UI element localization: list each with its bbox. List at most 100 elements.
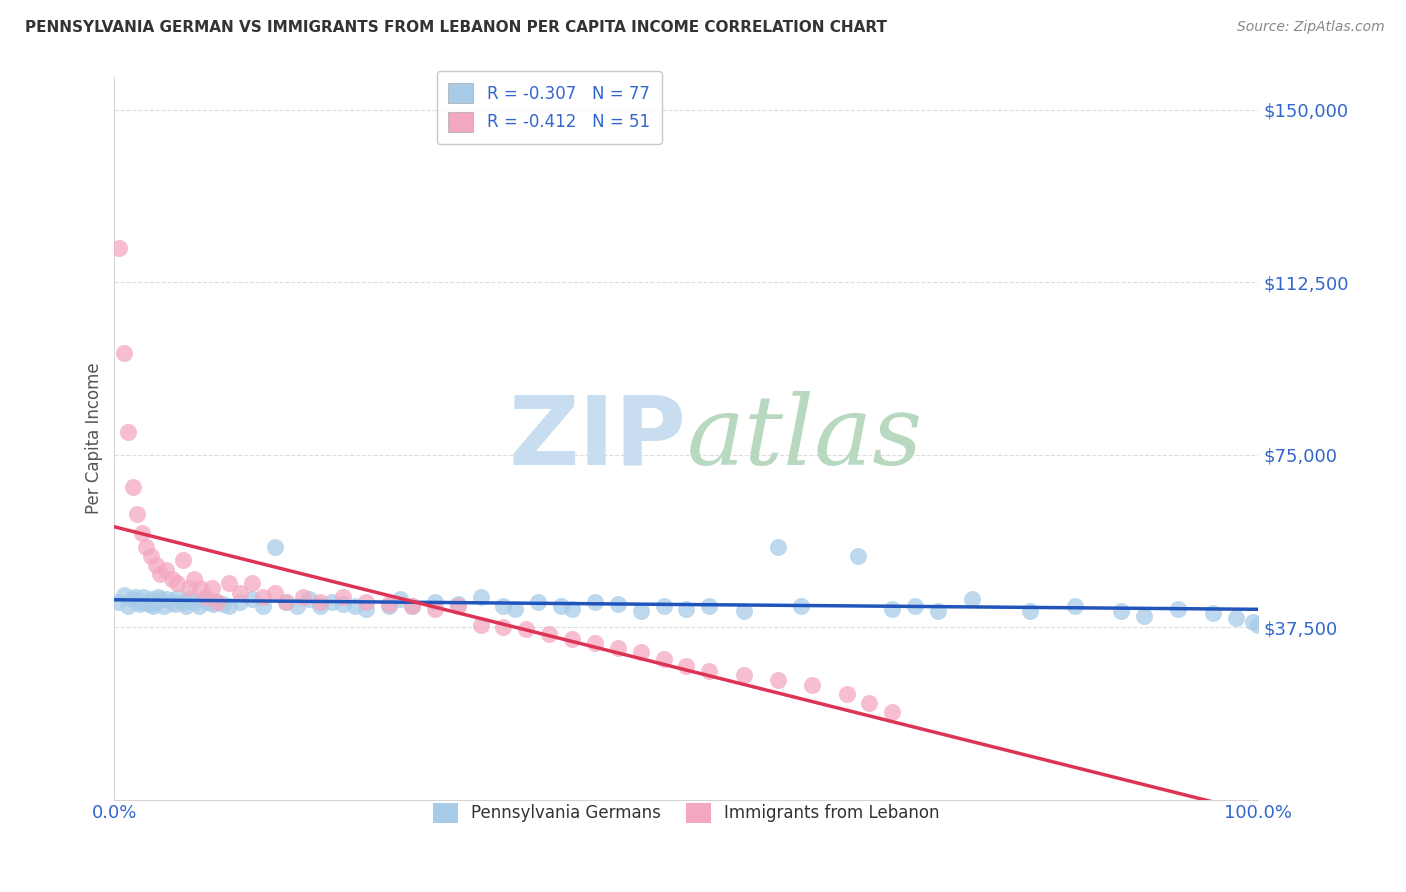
Point (1202, 607, 1225, 621)
Point (675, 659, 697, 673)
Point (292, 590, 315, 604)
Point (538, 627, 561, 641)
Point (423, 601, 446, 615)
Point (790, 599, 813, 614)
Point (207, 595, 229, 609)
Point (135, 540, 157, 554)
Point (107, 595, 129, 609)
Point (962, 592, 984, 607)
Point (263, 585, 285, 599)
Point (1018, 604, 1040, 618)
Point (132, 590, 155, 604)
Point (193, 592, 215, 607)
Point (846, 549, 869, 563)
Point (652, 599, 675, 614)
Point (229, 585, 252, 599)
Point (354, 595, 377, 609)
Point (218, 576, 240, 591)
Point (882, 601, 904, 615)
Point (145, 595, 167, 609)
Point (652, 652, 675, 666)
Point (188, 581, 211, 595)
Point (240, 592, 263, 607)
Point (446, 599, 468, 614)
Point (149, 567, 172, 582)
Point (606, 640, 628, 655)
Point (927, 604, 949, 618)
Point (321, 595, 343, 609)
Point (127, 595, 149, 609)
Point (127, 508, 149, 522)
Point (124, 590, 146, 604)
Point (183, 595, 205, 609)
Point (1133, 608, 1156, 623)
Point (188, 599, 211, 614)
Point (354, 601, 377, 615)
Point (378, 599, 401, 614)
Point (201, 581, 224, 595)
Point (858, 696, 880, 710)
Point (561, 601, 583, 615)
Point (332, 597, 354, 611)
Point (606, 597, 628, 611)
Point (583, 595, 606, 609)
Point (263, 540, 285, 554)
Point (218, 599, 240, 614)
Point (112, 588, 135, 602)
Point (389, 592, 412, 607)
Point (423, 595, 446, 609)
Point (470, 617, 492, 632)
Point (145, 558, 167, 572)
Point (401, 599, 423, 614)
Point (1247, 617, 1270, 632)
Point (229, 595, 252, 609)
Point (121, 592, 143, 607)
Point (733, 668, 755, 682)
Point (142, 599, 165, 614)
Text: Source: ZipAtlas.com: Source: ZipAtlas.com (1237, 20, 1385, 34)
Point (156, 592, 179, 607)
Point (166, 576, 188, 591)
Point (131, 525, 153, 540)
Point (287, 599, 309, 614)
Point (177, 581, 200, 595)
Point (630, 645, 652, 659)
Point (274, 595, 297, 609)
Point (252, 590, 274, 604)
Point (183, 572, 205, 586)
Point (309, 599, 332, 614)
Point (515, 623, 537, 637)
Point (134, 595, 156, 609)
Point (146, 590, 169, 604)
Point (179, 592, 201, 607)
Point (138, 597, 160, 611)
Point (309, 595, 332, 609)
Point (240, 576, 263, 591)
Point (163, 597, 186, 611)
Point (298, 592, 321, 607)
Point (167, 590, 190, 604)
Text: PENNSYLVANIA GERMAN VS IMMIGRANTS FROM LEBANON PER CAPITA INCOME CORRELATION CHA: PENNSYLVANIA GERMAN VS IMMIGRANTS FROM L… (25, 20, 887, 35)
Point (733, 604, 755, 618)
Point (1225, 611, 1247, 625)
Point (112, 346, 135, 360)
Point (160, 595, 183, 609)
Point (492, 599, 515, 614)
Point (343, 599, 366, 614)
Point (675, 601, 697, 615)
Point (882, 705, 904, 719)
Point (108, 241, 131, 255)
Point (149, 592, 172, 607)
Point (446, 597, 468, 611)
Point (1167, 601, 1189, 615)
Point (172, 595, 194, 609)
Point (401, 599, 423, 614)
Point (160, 572, 183, 586)
Point (561, 632, 583, 646)
Point (117, 599, 139, 614)
Point (172, 553, 194, 567)
Text: ZIP: ZIP (509, 392, 686, 485)
Text: atlas: atlas (686, 392, 922, 485)
Point (252, 599, 274, 614)
Y-axis label: Per Capita Income: Per Capita Income (86, 363, 103, 515)
